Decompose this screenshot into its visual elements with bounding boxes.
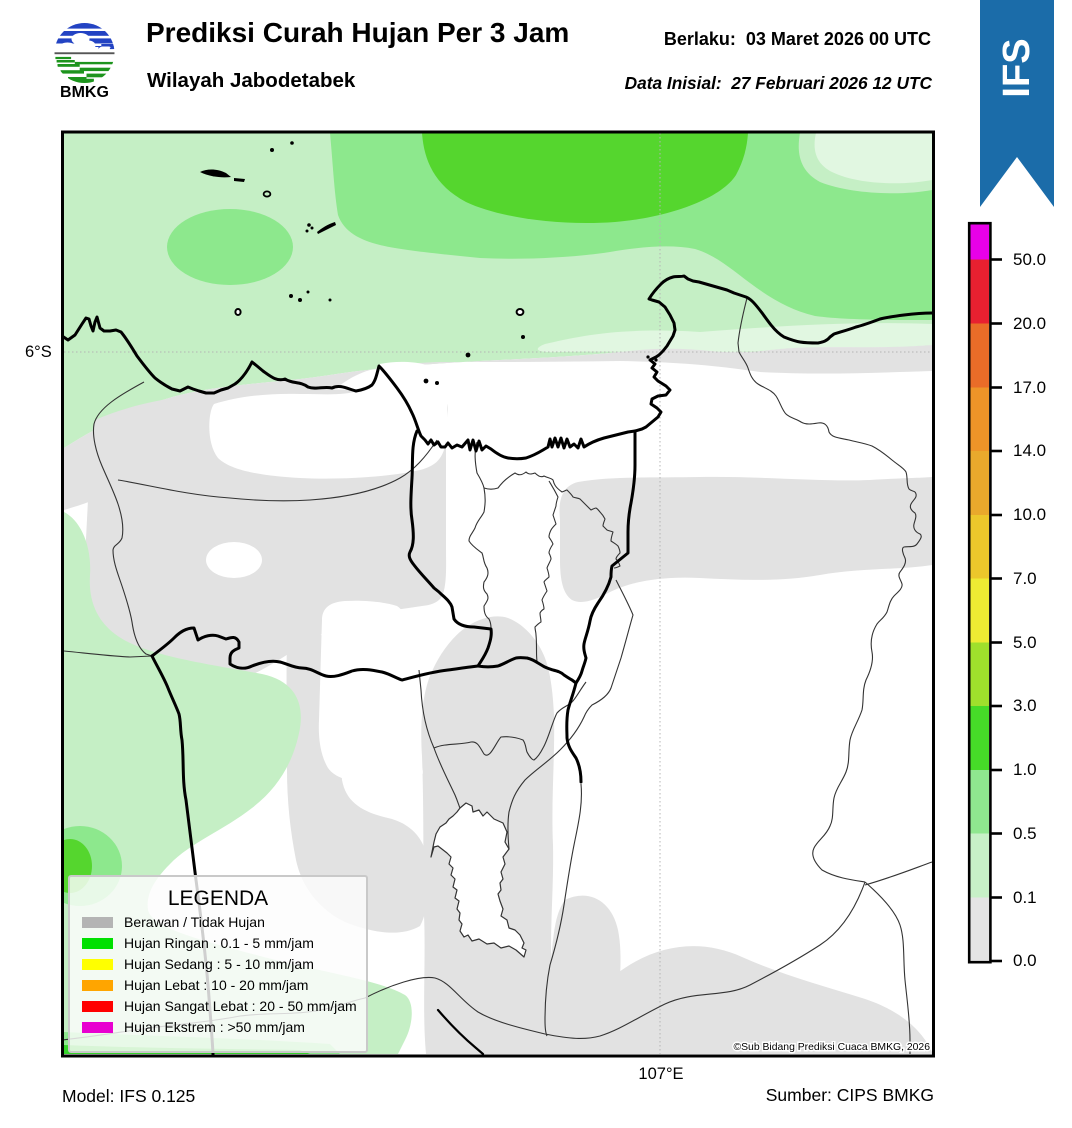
svg-text:IFS: IFS: [996, 38, 1038, 97]
svg-text:©Sub Bidang Prediksi Cuaca BMK: ©Sub Bidang Prediksi Cuaca BMKG, 2026: [733, 1042, 930, 1053]
